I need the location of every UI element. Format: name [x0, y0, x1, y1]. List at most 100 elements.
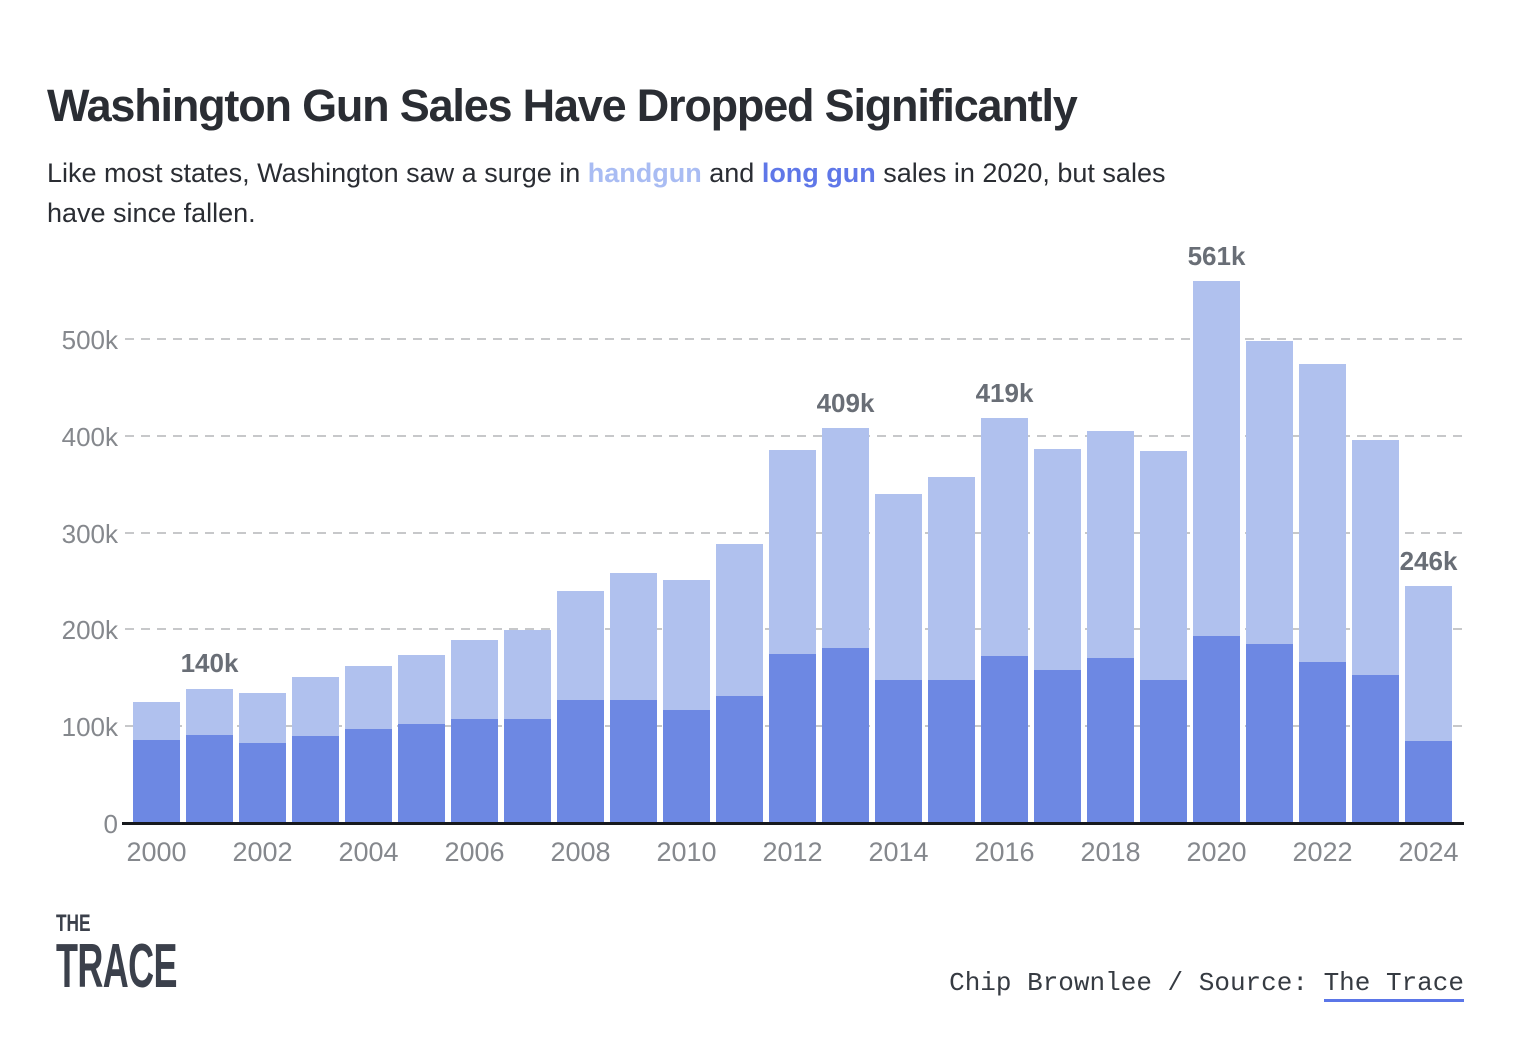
gridline-400k	[125, 434, 1464, 437]
logo-line-the: THE	[56, 910, 91, 937]
annotation-409k: 409k	[816, 388, 875, 419]
subtitle-long-gun-word: long gun	[761, 158, 876, 188]
bar-2023-handgun-segment[interactable]	[1352, 439, 1399, 675]
bar-2011-handgun-segment[interactable]	[716, 544, 763, 697]
bar-2007	[504, 630, 551, 824]
bar-2020-long-gun-segment[interactable]	[1193, 636, 1240, 824]
bar-2021	[1246, 340, 1293, 824]
bar-2024-handgun-segment[interactable]	[1405, 585, 1452, 741]
x-tick-2006: 2006	[444, 837, 505, 867]
bar-2017-long-gun-segment[interactable]	[1034, 670, 1081, 824]
bar-2017	[1034, 449, 1081, 824]
bar-2012-long-gun-segment[interactable]	[769, 653, 816, 824]
bar-2002-handgun-segment[interactable]	[239, 693, 286, 743]
bar-2002	[239, 693, 286, 824]
y-tick-200k: 200k	[61, 615, 118, 646]
bar-2009-handgun-segment[interactable]	[610, 573, 657, 701]
bar-2004-long-gun-segment[interactable]	[345, 729, 392, 824]
subtitle-text-suffix1: sales in 2020, but sales	[875, 158, 1166, 188]
bar-2006-handgun-segment[interactable]	[451, 640, 498, 720]
bar-2011	[716, 544, 763, 824]
bar-2016-long-gun-segment[interactable]	[981, 655, 1028, 824]
x-axis-line	[122, 822, 1464, 825]
x-tick-2018: 2018	[1080, 837, 1141, 867]
bar-2010-long-gun-segment[interactable]	[663, 709, 710, 824]
bar-2019-long-gun-segment[interactable]	[1140, 679, 1187, 824]
bar-2003-handgun-segment[interactable]	[292, 676, 339, 736]
y-tick-0: 0	[103, 809, 118, 839]
bar-2009-long-gun-segment[interactable]	[610, 700, 657, 824]
bar-2008	[557, 590, 604, 824]
bar-2016-handgun-segment[interactable]	[981, 418, 1028, 656]
bar-2001-handgun-segment[interactable]	[186, 688, 233, 735]
bar-2013-long-gun-segment[interactable]	[822, 647, 869, 824]
bar-2022-handgun-segment[interactable]	[1299, 364, 1346, 663]
bar-2024-long-gun-segment[interactable]	[1405, 740, 1452, 824]
bar-2011-long-gun-segment[interactable]	[716, 696, 763, 824]
bar-2014-long-gun-segment[interactable]	[875, 679, 922, 824]
bar-2009	[610, 573, 657, 824]
x-tick-2024: 2024	[1398, 837, 1459, 867]
bar-2022-long-gun-segment[interactable]	[1299, 662, 1346, 824]
bar-2007-handgun-segment[interactable]	[504, 630, 551, 719]
bar-2003-long-gun-segment[interactable]	[292, 735, 339, 824]
bar-2013-handgun-segment[interactable]	[822, 428, 869, 648]
gridline-500k	[125, 338, 1464, 340]
x-tick-2012: 2012	[762, 837, 823, 867]
bar-2019	[1140, 451, 1187, 824]
bar-2021-long-gun-segment[interactable]	[1246, 643, 1293, 824]
subtitle-text-prefix: Like most states, Washington saw a surge…	[47, 158, 588, 188]
y-tick-100k: 100k	[61, 712, 118, 743]
bar-2018-long-gun-segment[interactable]	[1087, 657, 1134, 824]
bar-2006	[451, 640, 498, 824]
subtitle-text-suffix2: have since fallen.	[47, 198, 256, 228]
bar-2003	[292, 676, 339, 824]
bar-2005-long-gun-segment[interactable]	[398, 724, 445, 824]
bar-2024	[1405, 585, 1452, 824]
x-tick-2016: 2016	[974, 837, 1035, 867]
plot-area	[125, 255, 1465, 824]
bar-2017-handgun-segment[interactable]	[1034, 449, 1081, 671]
bar-2014-handgun-segment[interactable]	[875, 493, 922, 680]
bar-2000-long-gun-segment[interactable]	[133, 739, 180, 824]
bar-2012	[769, 450, 816, 824]
bar-2008-long-gun-segment[interactable]	[557, 700, 604, 824]
subtitle-text-middle: and	[701, 158, 762, 188]
bar-2015-long-gun-segment[interactable]	[928, 679, 975, 824]
bar-2005-handgun-segment[interactable]	[398, 654, 445, 725]
bar-2004	[345, 666, 392, 824]
bar-2002-long-gun-segment[interactable]	[239, 742, 286, 824]
subtitle-handgun-word: handgun	[587, 158, 702, 188]
bar-2015-handgun-segment[interactable]	[928, 476, 975, 680]
bar-2012-handgun-segment[interactable]	[769, 450, 816, 654]
the-trace-logo: THE TRACE	[56, 910, 265, 1001]
x-tick-2004: 2004	[338, 837, 399, 867]
bar-2023-long-gun-segment[interactable]	[1352, 674, 1399, 824]
bar-2005	[398, 654, 445, 824]
bar-2007-long-gun-segment[interactable]	[504, 718, 551, 824]
y-tick-500k: 500k	[61, 325, 118, 355]
bar-2020	[1193, 280, 1240, 824]
x-tick-2010: 2010	[656, 837, 717, 867]
bar-2000-handgun-segment[interactable]	[133, 702, 180, 740]
bar-2019-handgun-segment[interactable]	[1140, 451, 1187, 680]
bar-2020-handgun-segment[interactable]	[1193, 280, 1240, 637]
annotation-246k: 246k	[1399, 545, 1458, 576]
bar-2010	[663, 580, 710, 824]
bar-2018-handgun-segment[interactable]	[1087, 431, 1134, 658]
y-tick-300k: 300k	[61, 518, 118, 549]
credit-line: Chip Brownlee / Source: The Trace	[949, 968, 1464, 1002]
bar-2010-handgun-segment[interactable]	[663, 580, 710, 710]
bar-2006-long-gun-segment[interactable]	[451, 719, 498, 824]
chart-subtitle: Like most states, Washington saw a surge…	[47, 153, 1467, 233]
bar-2016	[981, 418, 1028, 824]
bar-2004-handgun-segment[interactable]	[345, 666, 392, 730]
bar-2021-handgun-segment[interactable]	[1246, 340, 1293, 644]
page-title: Washington Gun Sales Have Dropped Signif…	[47, 80, 1078, 132]
bar-2014	[875, 493, 922, 824]
logo-line-trace: TRACE	[56, 932, 178, 1001]
source-link[interactable]: The Trace	[1323, 968, 1464, 1002]
bar-2001-long-gun-segment[interactable]	[186, 734, 233, 824]
bar-2008-handgun-segment[interactable]	[557, 590, 604, 701]
